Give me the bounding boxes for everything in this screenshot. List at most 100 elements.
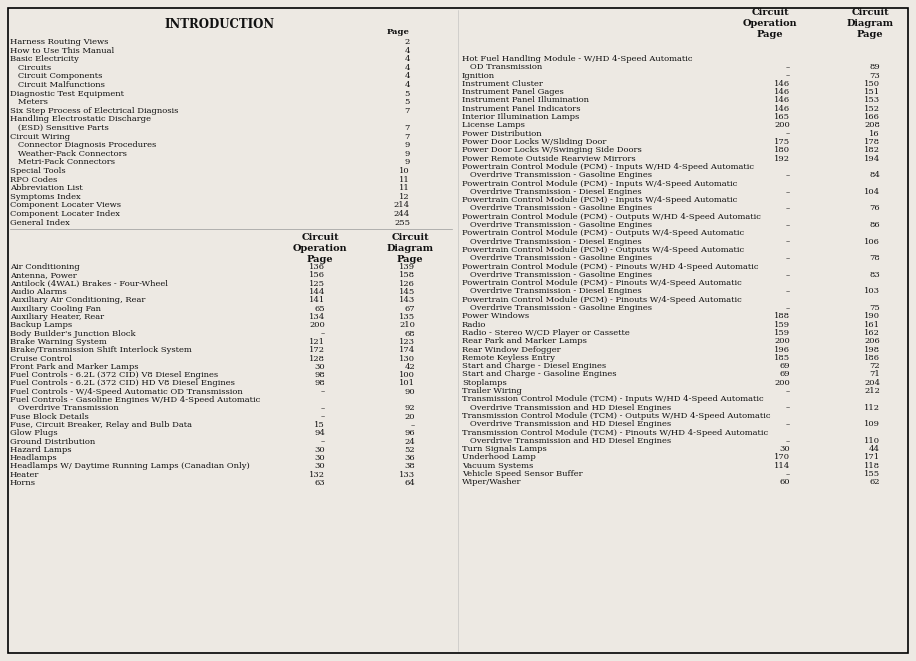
Text: 206: 206 (865, 337, 880, 345)
Text: Auxiliary Heater, Rear: Auxiliary Heater, Rear (10, 313, 104, 321)
Text: 94: 94 (314, 429, 325, 437)
Text: 186: 186 (864, 354, 880, 362)
Text: 135: 135 (398, 313, 415, 321)
Text: –: – (786, 130, 790, 137)
Text: 98: 98 (314, 379, 325, 387)
Text: 92: 92 (404, 405, 415, 412)
Text: General Index: General Index (10, 219, 70, 227)
Text: Auxiliary Cooling Fan: Auxiliary Cooling Fan (10, 305, 101, 313)
Text: Fuel Controls - W/4-Speed Automatic OD Transmission: Fuel Controls - W/4-Speed Automatic OD T… (10, 388, 243, 396)
Text: Fuel Controls - Gasoline Engines W/HD 4-Speed Automatic: Fuel Controls - Gasoline Engines W/HD 4-… (10, 396, 260, 404)
Text: 2: 2 (405, 38, 410, 46)
Text: 75: 75 (869, 304, 880, 312)
Text: Air Conditioning: Air Conditioning (10, 263, 80, 271)
Text: Meters: Meters (10, 98, 48, 106)
Text: 98: 98 (314, 371, 325, 379)
Text: Instrument Panel Gages: Instrument Panel Gages (462, 88, 563, 97)
Text: OD Transmission: OD Transmission (462, 63, 542, 71)
Text: 174: 174 (398, 346, 415, 354)
Text: Brake/Transmission Shift Interlock System: Brake/Transmission Shift Interlock Syste… (10, 346, 191, 354)
Text: 9: 9 (405, 141, 410, 149)
Text: 146: 146 (774, 80, 790, 88)
Text: 134: 134 (309, 313, 325, 321)
Text: Overdrive Transmission - Gasoline Engines: Overdrive Transmission - Gasoline Engine… (462, 254, 652, 262)
Text: 103: 103 (864, 288, 880, 295)
Text: 44: 44 (869, 445, 880, 453)
Text: Overdrive Transmission - Gasoline Engines: Overdrive Transmission - Gasoline Engine… (462, 304, 652, 312)
Text: Circuits: Circuits (10, 64, 51, 72)
Text: 5: 5 (405, 98, 410, 106)
Text: 130: 130 (399, 354, 415, 362)
Text: 200: 200 (774, 337, 790, 345)
Text: Harness Routing Views: Harness Routing Views (10, 38, 108, 46)
Text: 5: 5 (405, 90, 410, 98)
Text: 200: 200 (774, 379, 790, 387)
Text: 16: 16 (869, 130, 880, 137)
Text: 106: 106 (864, 237, 880, 246)
Text: Body Builder's Junction Block: Body Builder's Junction Block (10, 330, 136, 338)
Text: 185: 185 (774, 354, 790, 362)
Text: Transmission Control Module (TCM) - Inputs W/HD 4-Speed Automatic: Transmission Control Module (TCM) - Inpu… (462, 395, 764, 403)
Text: –: – (786, 271, 790, 279)
Text: 96: 96 (404, 429, 415, 437)
Text: (ESD) Sensitive Parts: (ESD) Sensitive Parts (10, 124, 109, 132)
Text: Powertrain Control Module (PCM) - Inputs W/4-Speed Automatic: Powertrain Control Module (PCM) - Inputs… (462, 180, 737, 188)
Text: 161: 161 (864, 321, 880, 329)
Text: Overdrive Transmission: Overdrive Transmission (10, 405, 119, 412)
Text: Transmission Control Module (TCM) - Outputs W/HD 4-Speed Automatic: Transmission Control Module (TCM) - Outp… (462, 412, 770, 420)
Text: Overdrive Transmission and HD Diesel Engines: Overdrive Transmission and HD Diesel Eng… (462, 420, 671, 428)
Text: 78: 78 (869, 254, 880, 262)
Text: Fuse, Circuit Breaker, Relay and Bulb Data: Fuse, Circuit Breaker, Relay and Bulb Da… (10, 421, 192, 429)
Text: –: – (410, 421, 415, 429)
Text: 4: 4 (405, 64, 410, 72)
Text: 121: 121 (309, 338, 325, 346)
Text: 182: 182 (864, 146, 880, 154)
Text: Power Door Locks W/Swinging Side Doors: Power Door Locks W/Swinging Side Doors (462, 146, 642, 154)
Text: 24: 24 (404, 438, 415, 446)
Text: Special Tools: Special Tools (10, 167, 66, 175)
Text: Powertrain Control Module (PCM) - Outputs W/4-Speed Automatic: Powertrain Control Module (PCM) - Output… (462, 229, 744, 237)
Text: Circuit
Diagram
Page: Circuit Diagram Page (387, 233, 433, 264)
Text: 198: 198 (864, 346, 880, 354)
Text: –: – (786, 254, 790, 262)
Text: 150: 150 (864, 80, 880, 88)
Text: 36: 36 (404, 454, 415, 462)
Text: Overdrive Transmission - Diesel Engines: Overdrive Transmission - Diesel Engines (462, 288, 641, 295)
Text: 30: 30 (314, 446, 325, 454)
Text: Circuit Malfunctions: Circuit Malfunctions (10, 81, 104, 89)
Text: 200: 200 (774, 122, 790, 130)
Text: 67: 67 (404, 305, 415, 313)
Text: 4: 4 (405, 81, 410, 89)
Text: –: – (786, 71, 790, 79)
Text: –: – (786, 288, 790, 295)
Text: 12: 12 (399, 193, 410, 201)
Text: –: – (321, 405, 325, 412)
Text: 136: 136 (309, 263, 325, 271)
Text: 141: 141 (309, 296, 325, 305)
Text: –: – (786, 420, 790, 428)
Text: 69: 69 (780, 370, 790, 378)
Text: Overdrive Transmission - Gasoline Engines: Overdrive Transmission - Gasoline Engine… (462, 204, 652, 212)
Text: Transmission Control Module (TCM) - Pinouts W/HD 4-Speed Automatic: Transmission Control Module (TCM) - Pino… (462, 428, 769, 436)
Text: –: – (321, 412, 325, 420)
Text: –: – (786, 237, 790, 246)
Text: 11: 11 (399, 176, 410, 184)
Text: 192: 192 (774, 155, 790, 163)
Text: Turn Signals Lamps: Turn Signals Lamps (462, 445, 547, 453)
Text: 7: 7 (405, 107, 410, 115)
Text: 162: 162 (864, 329, 880, 337)
Text: Circuit
Diagram
Page: Circuit Diagram Page (846, 8, 894, 39)
Text: –: – (786, 171, 790, 179)
Text: 165: 165 (774, 113, 790, 121)
Text: Powertrain Control Module (PCM) - Inputs W/HD 4-Speed Automatic: Powertrain Control Module (PCM) - Inputs… (462, 163, 754, 171)
Text: Overdrive Transmission and HD Diesel Engines: Overdrive Transmission and HD Diesel Eng… (462, 437, 671, 445)
Text: Radio - Stereo W/CD Player or Cassette: Radio - Stereo W/CD Player or Cassette (462, 329, 630, 337)
Text: Ignition: Ignition (462, 71, 496, 79)
Text: 146: 146 (774, 105, 790, 113)
Text: How to Use This Manual: How to Use This Manual (10, 46, 114, 55)
Text: Circuit Wiring: Circuit Wiring (10, 133, 71, 141)
Text: Front Park and Marker Lamps: Front Park and Marker Lamps (10, 363, 138, 371)
Text: 139: 139 (398, 263, 415, 271)
Text: Headlamps W/ Daytime Running Lamps (Canadian Only): Headlamps W/ Daytime Running Lamps (Cana… (10, 463, 250, 471)
Text: 190: 190 (864, 312, 880, 321)
